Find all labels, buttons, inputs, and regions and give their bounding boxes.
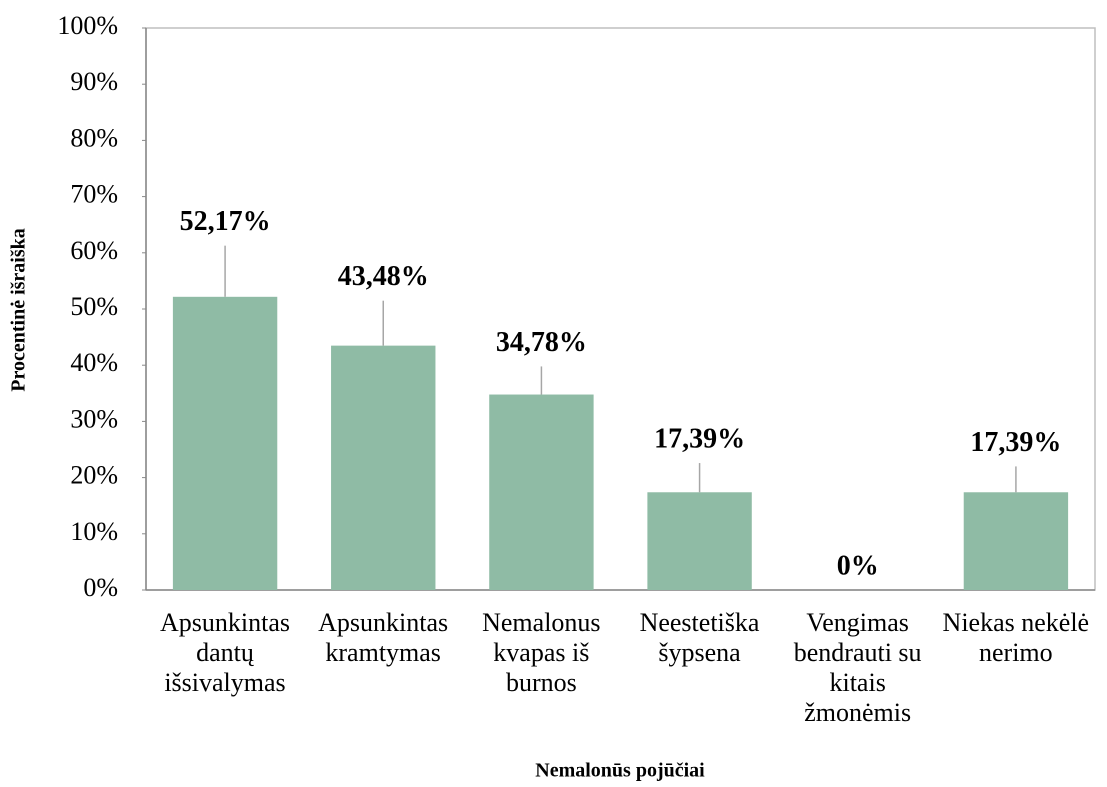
y-tick-label: 40% [70,348,118,377]
x-tick-label: Niekas nekėlė nerimo [942,608,1090,667]
bar [963,492,1069,590]
x-axis-title: Nemalonūs pojūčiai [535,760,705,782]
x-tick-label: Apsunkintas kramtymas [318,608,449,667]
value-label: 43,48% [338,261,429,292]
value-label: 17,39% [654,423,745,454]
bar [489,394,594,590]
y-tick-label: 50% [70,292,118,321]
x-tick-label: Neestetiška šypsena [639,608,760,667]
value-label: 17,39% [970,427,1061,458]
bar [172,296,278,590]
value-label: 52,17% [180,206,271,237]
value-label: 0% [837,550,879,581]
y-tick-label: 80% [70,123,118,152]
x-tick-label: Vengimas bendrauti su kitais žmonėmis [793,608,922,727]
x-tick-label: Apsunkintas dantų išsivalymas [160,608,290,697]
bar [331,345,436,590]
y-tick-label: 10% [70,517,118,546]
y-tick-label: 100% [57,11,118,40]
value-label: 34,78% [496,327,587,358]
y-tick-label: 60% [70,236,118,265]
y-tick-label: 70% [70,180,118,209]
bar [647,492,752,590]
x-tick-label: Nemalonus kvapas iš burnos [482,608,601,697]
y-tick-label: 30% [70,404,118,433]
y-tick-label: 20% [70,461,118,490]
y-tick-label: 0% [83,573,118,602]
plot-frame [145,27,1096,591]
y-tick-label: 90% [70,67,118,96]
y-axis-title: Procentinė išraiška [8,228,30,392]
